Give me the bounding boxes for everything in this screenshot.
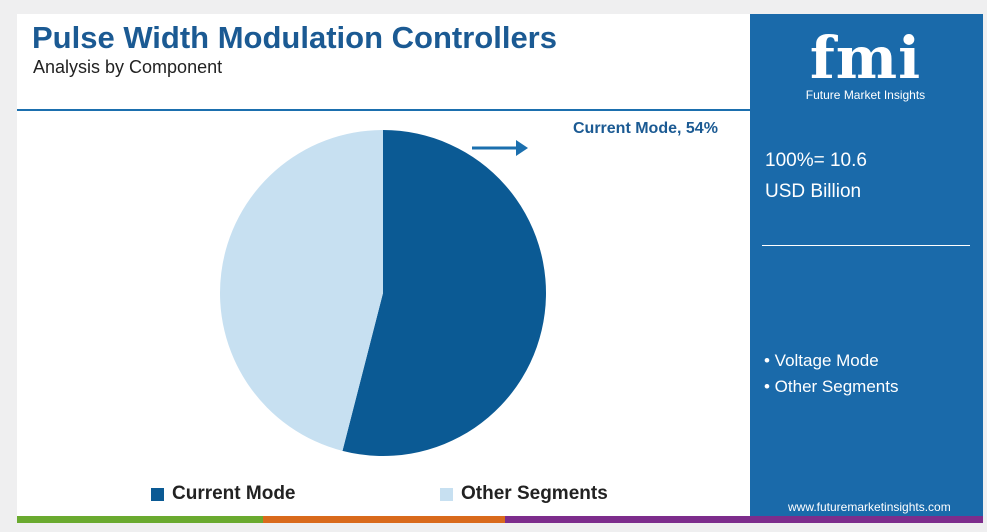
legend-label-other-segments: Other Segments — [461, 483, 608, 504]
website-link[interactable]: www.futuremarketinsights.com — [788, 500, 951, 514]
pie-chart — [219, 130, 546, 456]
chart-title: Pulse Width Modulation Controllers — [32, 20, 557, 55]
legend-swatch-other-segments — [440, 487, 453, 501]
chart-subtitle: Analysis by Component — [33, 57, 223, 77]
chart-card: Pulse Width Modulation Controllers Analy… — [17, 14, 983, 523]
segment-item-other-segments: • Other Segments — [764, 377, 899, 396]
market-total-value: 100%= 10.6 — [765, 150, 867, 171]
bottom-bar-green — [17, 516, 263, 523]
callout-arrow-icon — [472, 140, 528, 156]
legend-swatch-current-mode — [151, 487, 164, 501]
bottom-color-bar — [17, 516, 983, 523]
fmi-logo: fmi Future Market Insights — [778, 26, 953, 102]
legend-item-current-mode: Current Mode — [151, 483, 296, 505]
bottom-bar-purple — [505, 516, 983, 523]
segment-list: • Voltage Mode • Other Segments — [764, 348, 898, 400]
legend-item-other-segments: Other Segments — [440, 483, 608, 505]
panel-divider — [762, 245, 970, 246]
fmi-logo-subtitle: Future Market Insights — [805, 88, 926, 102]
bottom-bar-orange — [263, 516, 505, 523]
slice-callout-label: Current Mode, 54% — [573, 120, 718, 137]
legend-label-current-mode: Current Mode — [172, 483, 296, 504]
segment-item-voltage-mode: • Voltage Mode — [764, 351, 879, 370]
market-total-unit: USD Billion — [765, 181, 862, 202]
fmi-logo-mark: fmi — [809, 24, 922, 92]
pie-slice-other-segments — [219, 130, 383, 451]
title-divider — [17, 109, 750, 111]
market-total: 100%= 10.6 USD Billion — [765, 145, 867, 207]
pie-slice-current-mode — [342, 130, 546, 456]
info-panel: fmi Future Market Insights 100%= 10.6 US… — [750, 14, 983, 516]
